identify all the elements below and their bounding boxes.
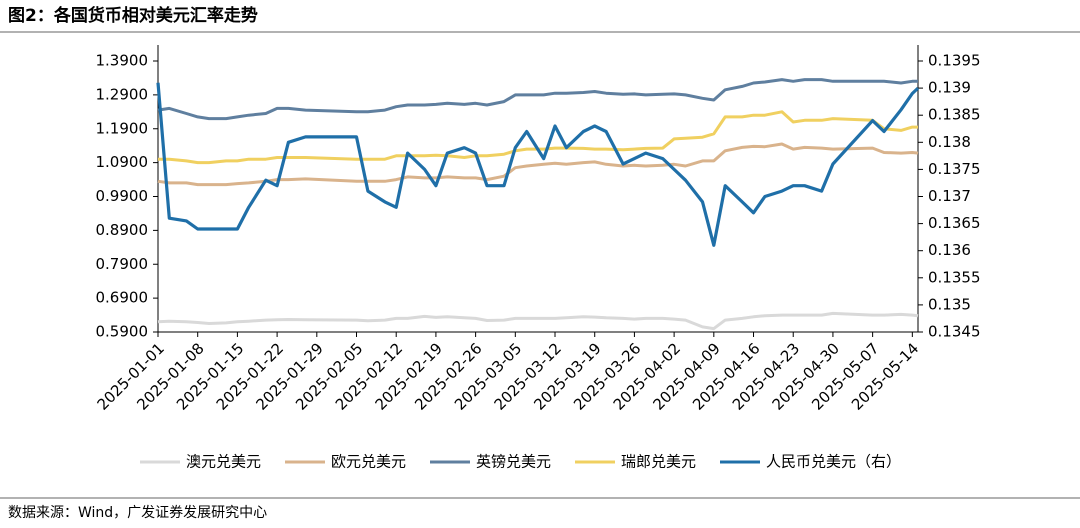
legend-label: 人民币兑美元（右） (766, 453, 901, 471)
y-tick-label: 1.2900 (96, 85, 149, 103)
series-line (158, 110, 918, 165)
series-line (157, 311, 919, 331)
y2-tick-label: 0.138 (928, 133, 971, 151)
legend-label: 欧元兑美元 (331, 453, 406, 471)
y2-tick-label: 0.1375 (928, 160, 981, 178)
series-line (157, 78, 918, 121)
y-tick-label: 0.6900 (96, 289, 149, 307)
y-tick-label: 1.1900 (96, 119, 149, 137)
y-tick-label: 1.3900 (96, 52, 149, 70)
y2-tick-label: 0.1385 (928, 106, 981, 124)
y-tick-label: 0.9900 (96, 187, 149, 205)
series-line (157, 142, 919, 187)
y2-tick-label: 0.1345 (928, 323, 981, 341)
y2-tick-label: 0.136 (928, 241, 971, 259)
legend-label: 瑞郎兑美元 (621, 453, 696, 471)
y-tick-label: 0.7900 (96, 255, 149, 273)
legend-label: 英镑兑美元 (476, 453, 551, 471)
y2-tick-label: 0.137 (928, 187, 971, 205)
y-tick-label: 0.8900 (96, 221, 149, 239)
y2-tick-label: 0.1355 (928, 268, 981, 286)
series-line (156, 82, 920, 247)
legend-label: 澳元兑美元 (186, 453, 261, 471)
y2-tick-label: 0.135 (928, 295, 971, 313)
y2-tick-label: 0.139 (928, 79, 971, 97)
y-tick-label: 1.0900 (96, 153, 149, 171)
y2-tick-label: 0.1395 (928, 52, 981, 70)
chart-title: 图2：各国货币相对美元汇率走势 (8, 5, 258, 26)
y2-tick-label: 0.1365 (928, 214, 981, 232)
y-tick-label: 0.5900 (96, 323, 149, 341)
source: 数据来源：Wind，广发证券发展研究中心 (8, 505, 267, 521)
